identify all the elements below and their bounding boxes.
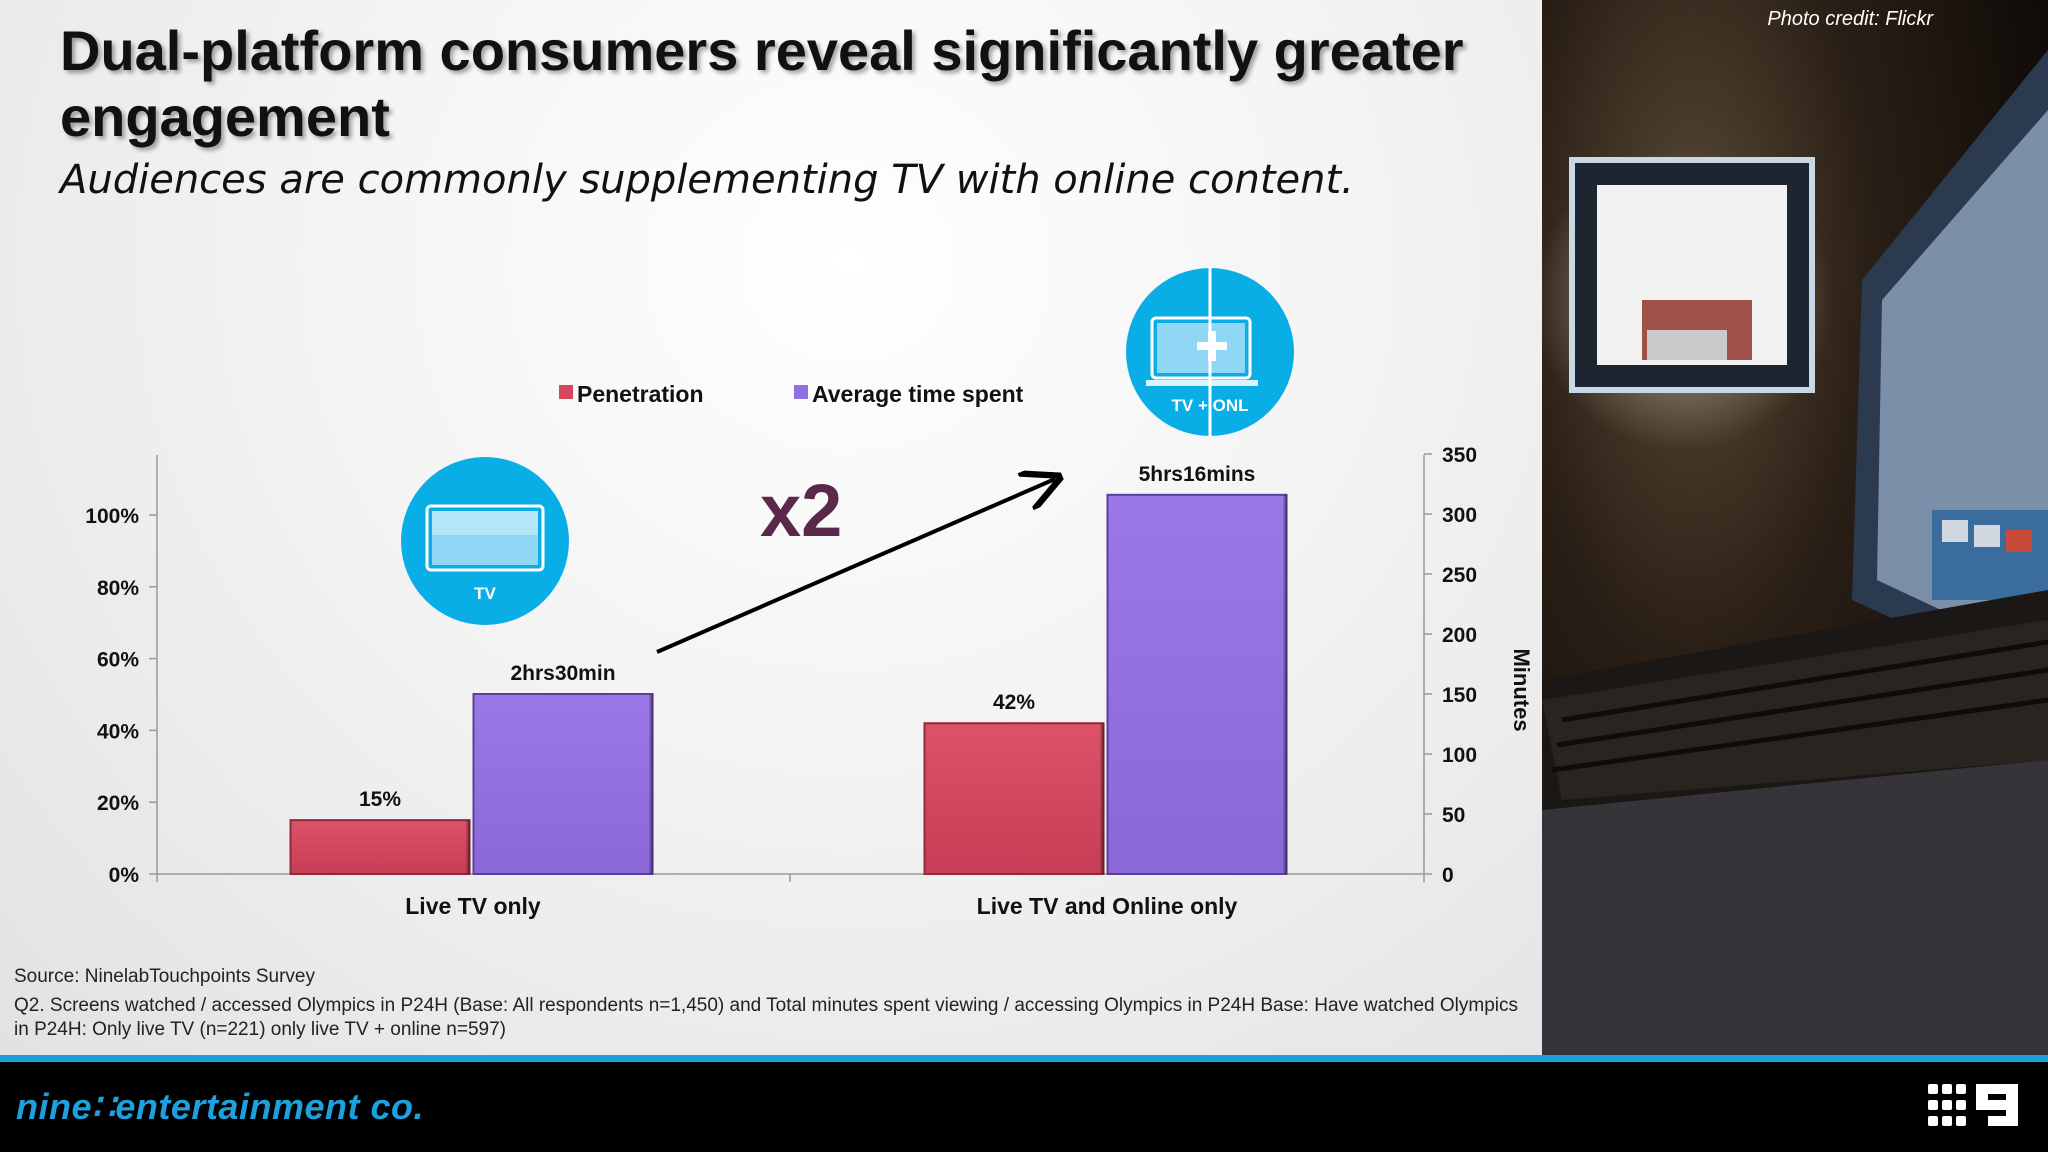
left-axis-tick-label: 60% (97, 649, 139, 672)
left-axis-tick-label: 0% (109, 864, 140, 887)
bar-data-label: 2hrs30min (510, 662, 615, 685)
chart-category-labels: Live TV only Live TV and Online only (405, 893, 1237, 919)
chart-bar-labels: 15% 2hrs30min 42% 5hrs16mins (359, 463, 1255, 811)
tv-icon-label: TV (474, 584, 496, 603)
legend-swatch-time (794, 385, 808, 399)
tv-icon: TV (401, 457, 569, 625)
bar-data-label: 15% (359, 788, 401, 811)
right-axis-tick-label: 150 (1442, 684, 1477, 707)
bar-data-label: 5hrs16mins (1139, 463, 1256, 486)
chart-bars (289, 493, 1288, 876)
legend-item-time: Average time spent (794, 381, 1024, 407)
source-line: Source: NinelabTouchpoints Survey (14, 966, 316, 987)
right-axis-tick-label: 200 (1442, 624, 1477, 647)
right-axis-tick-label: 350 (1442, 444, 1477, 467)
legend-label-penetration: Penetration (577, 381, 704, 407)
right-axis-ticks: 0 50 100 150 200 250 300 350 (1424, 444, 1477, 887)
bar-edge-shade (649, 694, 654, 874)
bar-time-0 (472, 693, 654, 875)
legend-label-time: Average time spent (812, 381, 1024, 407)
left-axis-tick-label: 100% (85, 505, 139, 528)
laptop-photo: Photo credit: Flickr (1542, 0, 2048, 1055)
right-axis-tick-label: 100 (1442, 744, 1477, 767)
bar-data-label: 42% (993, 691, 1035, 714)
bar-edge-shade (466, 820, 471, 874)
growth-arrow (656, 479, 1055, 654)
right-axis-title: Minutes (1509, 648, 1534, 731)
nine-network-logo-icon (1928, 1084, 2018, 1126)
bar-time-1 (1106, 493, 1288, 875)
category-label: Live TV only (405, 893, 541, 919)
footer-bar: nine∷entertainment co. (0, 1055, 2048, 1152)
left-axis-tick-label: 20% (97, 792, 139, 815)
multiplier-label: x2 (760, 469, 842, 552)
methodology-note: Q2. Screens watched / accessed Olympics … (14, 995, 1519, 1040)
laptop-photo-art (1542, 50, 2048, 1055)
legend-item-penetration: Penetration (559, 381, 704, 407)
bar-edge-shade (1283, 494, 1288, 874)
nine-entertainment-logo: nine∷entertainment co. (16, 1086, 424, 1127)
right-axis-tick-label: 50 (1442, 804, 1465, 827)
left-axis-tick-label: 40% (97, 720, 139, 743)
source-notes: Source: NinelabTouchpoints Survey Q2. Sc… (14, 965, 1534, 1047)
chart: Penetration Average time spent Minutes 0… (85, 268, 1534, 919)
slide-subtitle: Audiences are commonly supplementing TV … (60, 157, 1354, 203)
category-label: Live TV and Online only (977, 893, 1238, 919)
slide-title: Dual-platform consumers reveal significa… (60, 19, 1464, 148)
left-axis-ticks: 0% 20% 40% 60% 80% 100% (85, 505, 157, 887)
photo-credit: Photo credit: Flickr (1767, 8, 1933, 30)
right-axis-tick-label: 250 (1442, 564, 1477, 587)
bar-edge-shade (1100, 723, 1105, 874)
tv-plus-online-icon-label: TV + ONL (1172, 396, 1249, 415)
right-axis-tick-label: 300 (1442, 504, 1477, 527)
slide-content: Dual-platform consumers reveal significa… (0, 0, 1542, 1055)
legend-swatch-penetration (559, 385, 573, 399)
tv-plus-online-icon: TV + ONL (1126, 268, 1294, 436)
bar-penetration-0 (289, 819, 471, 876)
left-axis-tick-label: 80% (97, 577, 139, 600)
right-axis-tick-label: 0 (1442, 864, 1454, 887)
chart-legend: Penetration Average time spent (559, 381, 1024, 407)
bar-penetration-1 (923, 722, 1105, 875)
